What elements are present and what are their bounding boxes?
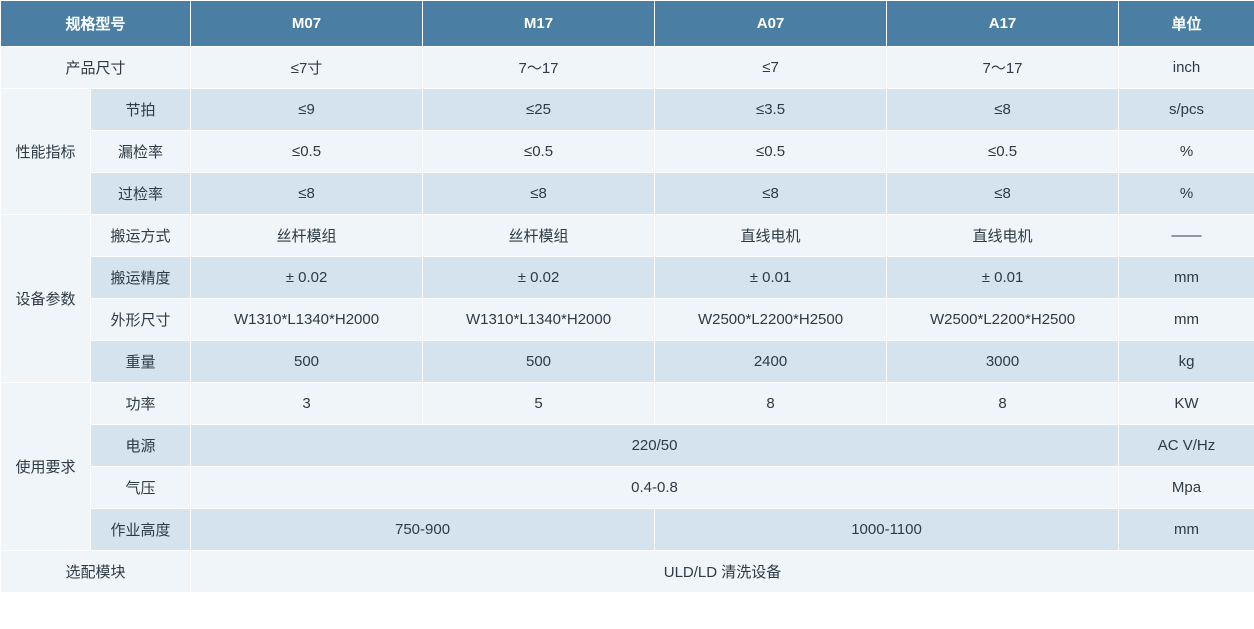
- cell-psupply-unit: AC V/Hz: [1119, 425, 1254, 467]
- cell-over-unit: %: [1119, 173, 1254, 215]
- row-power: 使用要求 功率 3 5 8 8 KW: [1, 383, 1254, 425]
- cell-miss-a07: ≤0.5: [655, 131, 887, 173]
- cell-tmode-label: 搬运方式: [91, 215, 191, 257]
- cell-tmode-m17: 丝杆模组: [423, 215, 655, 257]
- header-row: 规格型号 M07 M17 A07 A17 单位: [1, 1, 1254, 47]
- cell-tact-m17: ≤25: [423, 89, 655, 131]
- cell-tacc-unit: mm: [1119, 257, 1254, 299]
- cell-product-size-a07: ≤7: [655, 47, 887, 89]
- cell-dim-label: 外形尺寸: [91, 299, 191, 341]
- cell-power-a17: 8: [887, 383, 1119, 425]
- cell-weight-m07: 500: [191, 341, 423, 383]
- cell-power-a07: 8: [655, 383, 887, 425]
- cell-tact-m07: ≤9: [191, 89, 423, 131]
- cell-product-size-unit: inch: [1119, 47, 1254, 89]
- cell-weight-label: 重量: [91, 341, 191, 383]
- cell-power-label: 功率: [91, 383, 191, 425]
- row-miss-rate: 漏检率 ≤0.5 ≤0.5 ≤0.5 ≤0.5 %: [1, 131, 1254, 173]
- cell-psupply-value: 220/50: [191, 425, 1119, 467]
- cell-air-unit: Mpa: [1119, 467, 1254, 509]
- cell-miss-a17: ≤0.5: [887, 131, 1119, 173]
- cell-miss-unit: %: [1119, 131, 1254, 173]
- cell-dim-a17: W2500*L2200*H2500: [887, 299, 1119, 341]
- cell-options-value: ULD/LD 清洗设备: [191, 551, 1254, 593]
- cell-performance-label: 性能指标: [1, 89, 91, 215]
- row-work-height: 作业高度 750-900 1000-1100 mm: [1, 509, 1254, 551]
- cell-over-a17: ≤8: [887, 173, 1119, 215]
- cell-tact-a07: ≤3.5: [655, 89, 887, 131]
- cell-power-m07: 3: [191, 383, 423, 425]
- cell-weight-a17: 3000: [887, 341, 1119, 383]
- cell-tacc-label: 搬运精度: [91, 257, 191, 299]
- cell-dim-a07: W2500*L2200*H2500: [655, 299, 887, 341]
- cell-miss-m07: ≤0.5: [191, 131, 423, 173]
- cell-wh-right: 1000-1100: [655, 509, 1119, 551]
- cell-over-m17: ≤8: [423, 173, 655, 215]
- cell-over-label: 过检率: [91, 173, 191, 215]
- header-a07: A07: [655, 1, 887, 47]
- row-air: 气压 0.4-0.8 Mpa: [1, 467, 1254, 509]
- cell-tacc-a07: ± 0.01: [655, 257, 887, 299]
- cell-tacc-m07: ± 0.02: [191, 257, 423, 299]
- cell-air-label: 气压: [91, 467, 191, 509]
- cell-wh-left: 750-900: [191, 509, 655, 551]
- cell-miss-m17: ≤0.5: [423, 131, 655, 173]
- header-spec: 规格型号: [1, 1, 191, 47]
- row-tact: 性能指标 节拍 ≤9 ≤25 ≤3.5 ≤8 s/pcs: [1, 89, 1254, 131]
- cell-tmode-a07: 直线电机: [655, 215, 887, 257]
- cell-product-size-label: 产品尺寸: [1, 47, 191, 89]
- header-m07: M07: [191, 1, 423, 47]
- cell-dim-m07: W1310*L1340*H2000: [191, 299, 423, 341]
- cell-tact-a17: ≤8: [887, 89, 1119, 131]
- header-a17: A17: [887, 1, 1119, 47]
- cell-tmode-a17: 直线电机: [887, 215, 1119, 257]
- cell-tacc-m17: ± 0.02: [423, 257, 655, 299]
- cell-tact-label: 节拍: [91, 89, 191, 131]
- cell-product-size-a17: 7～17: [887, 47, 1119, 89]
- header-m17: M17: [423, 1, 655, 47]
- row-power-supply: 电源 220/50 AC V/Hz: [1, 425, 1254, 467]
- cell-wh-label: 作业高度: [91, 509, 191, 551]
- spec-table: 规格型号 M07 M17 A07 A17 单位 产品尺寸 ≤7寸 7～17 ≤7…: [0, 0, 1254, 593]
- cell-power-unit: KW: [1119, 383, 1254, 425]
- row-options: 选配模块 ULD/LD 清洗设备: [1, 551, 1254, 593]
- cell-equipment-label: 设备参数: [1, 215, 91, 383]
- row-transport-mode: 设备参数 搬运方式 丝杆模组 丝杆模组 直线电机 直线电机 ——: [1, 215, 1254, 257]
- cell-power-m17: 5: [423, 383, 655, 425]
- row-product-size: 产品尺寸 ≤7寸 7～17 ≤7 7～17 inch: [1, 47, 1254, 89]
- cell-tact-unit: s/pcs: [1119, 89, 1254, 131]
- cell-psupply-label: 电源: [91, 425, 191, 467]
- cell-miss-label: 漏检率: [91, 131, 191, 173]
- cell-usage-label: 使用要求: [1, 383, 91, 551]
- cell-weight-m17: 500: [423, 341, 655, 383]
- cell-tmode-unit: ——: [1119, 215, 1254, 257]
- cell-weight-unit: kg: [1119, 341, 1254, 383]
- cell-product-size-m17: 7～17: [423, 47, 655, 89]
- cell-over-m07: ≤8: [191, 173, 423, 215]
- cell-dim-unit: mm: [1119, 299, 1254, 341]
- cell-air-value: 0.4-0.8: [191, 467, 1119, 509]
- row-dimensions: 外形尺寸 W1310*L1340*H2000 W1310*L1340*H2000…: [1, 299, 1254, 341]
- row-over-rate: 过检率 ≤8 ≤8 ≤8 ≤8 %: [1, 173, 1254, 215]
- cell-wh-unit: mm: [1119, 509, 1254, 551]
- row-weight: 重量 500 500 2400 3000 kg: [1, 341, 1254, 383]
- cell-weight-a07: 2400: [655, 341, 887, 383]
- cell-options-label: 选配模块: [1, 551, 191, 593]
- cell-tacc-a17: ± 0.01: [887, 257, 1119, 299]
- header-unit: 单位: [1119, 1, 1254, 47]
- cell-product-size-m07: ≤7寸: [191, 47, 423, 89]
- cell-dim-m17: W1310*L1340*H2000: [423, 299, 655, 341]
- cell-tmode-m07: 丝杆模组: [191, 215, 423, 257]
- row-transport-accuracy: 搬运精度 ± 0.02 ± 0.02 ± 0.01 ± 0.01 mm: [1, 257, 1254, 299]
- cell-over-a07: ≤8: [655, 173, 887, 215]
